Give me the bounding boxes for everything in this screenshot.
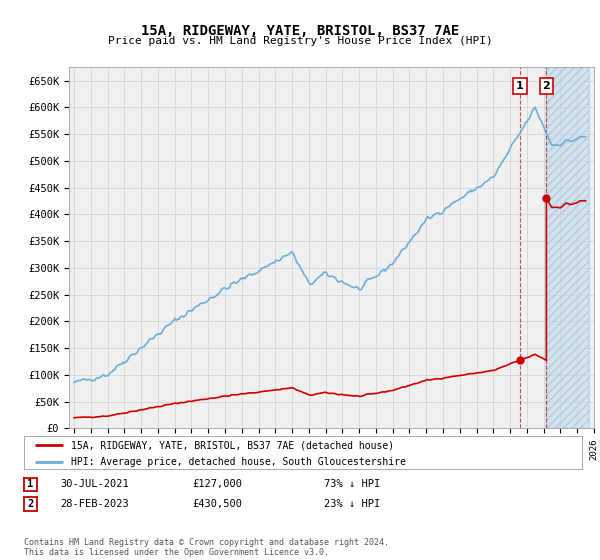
Text: £127,000: £127,000 (192, 479, 242, 489)
Text: Contains HM Land Registry data © Crown copyright and database right 2024.
This d: Contains HM Land Registry data © Crown c… (24, 538, 389, 557)
Bar (547, 67, 589, 428)
Text: 15A, RIDGEWAY, YATE, BRISTOL, BS37 7AE: 15A, RIDGEWAY, YATE, BRISTOL, BS37 7AE (141, 24, 459, 38)
Text: 73% ↓ HPI: 73% ↓ HPI (324, 479, 380, 489)
Text: 1: 1 (28, 479, 34, 489)
Text: 2: 2 (28, 499, 34, 509)
Text: £430,500: £430,500 (192, 499, 242, 509)
Text: 1: 1 (516, 81, 524, 91)
Text: 28-FEB-2023: 28-FEB-2023 (60, 499, 129, 509)
Text: 30-JUL-2021: 30-JUL-2021 (60, 479, 129, 489)
Text: 2: 2 (542, 81, 550, 91)
Text: HPI: Average price, detached house, South Gloucestershire: HPI: Average price, detached house, Sout… (71, 457, 406, 467)
Text: 15A, RIDGEWAY, YATE, BRISTOL, BS37 7AE (detached house): 15A, RIDGEWAY, YATE, BRISTOL, BS37 7AE (… (71, 440, 395, 450)
Bar (547, 67, 589, 428)
Text: 23% ↓ HPI: 23% ↓ HPI (324, 499, 380, 509)
Text: Price paid vs. HM Land Registry's House Price Index (HPI): Price paid vs. HM Land Registry's House … (107, 36, 493, 46)
